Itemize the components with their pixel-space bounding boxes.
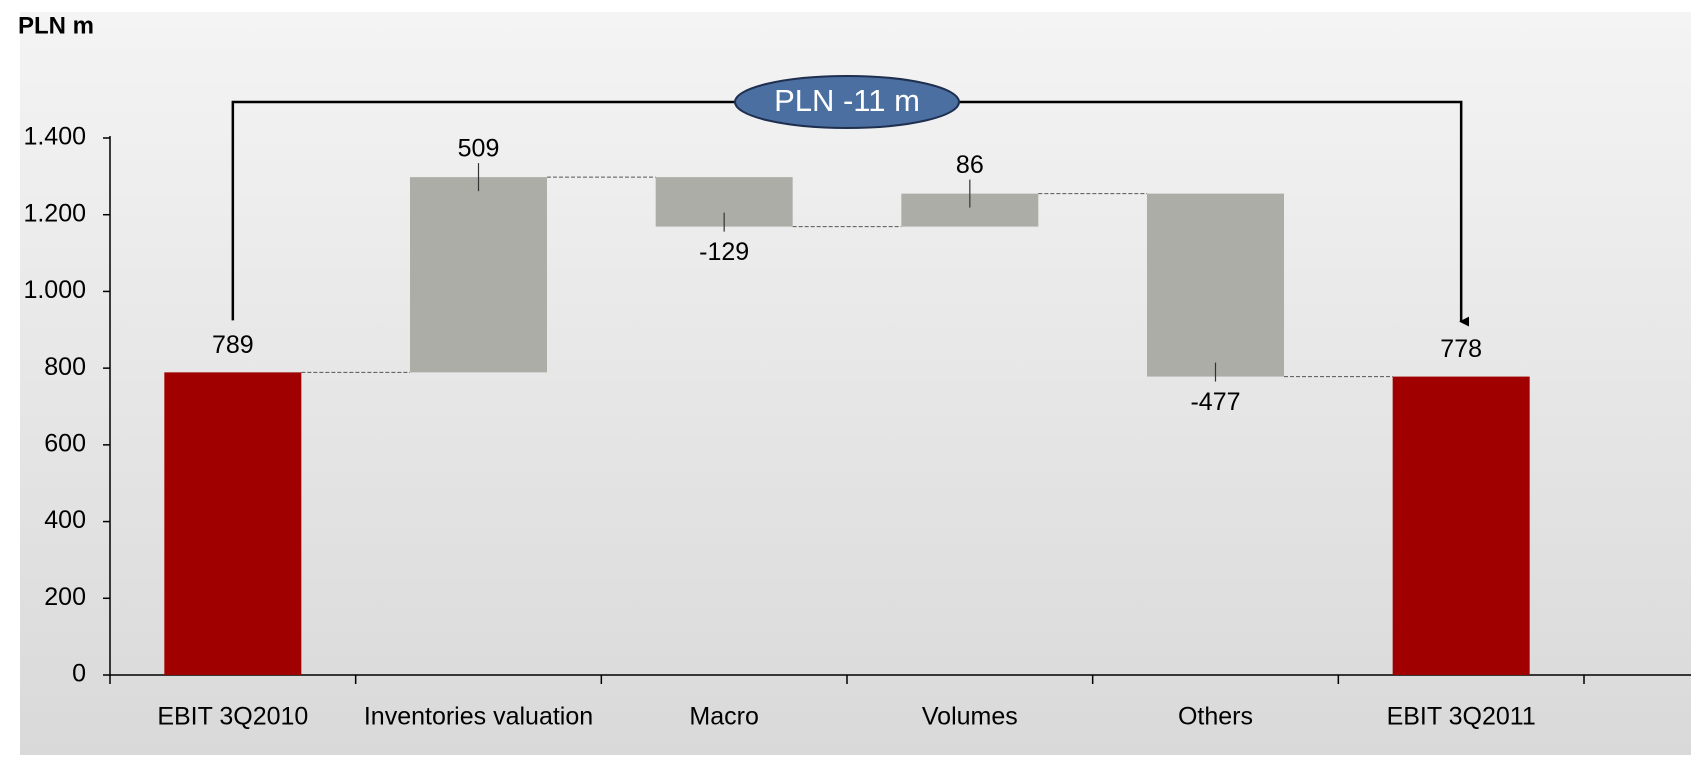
x-tick-label: EBIT 3Q2011 — [1387, 703, 1536, 731]
x-tick-label: Inventories valuation — [364, 703, 593, 731]
bar — [410, 177, 547, 373]
y-tick-label: 200 — [44, 583, 86, 611]
y-tick-label: 400 — [44, 506, 86, 534]
data-label: 509 — [458, 135, 500, 163]
data-label: -477 — [1190, 388, 1240, 416]
data-label: 778 — [1440, 335, 1482, 363]
x-tick-label: Volumes — [922, 703, 1018, 731]
bar — [1147, 193, 1284, 377]
bar — [1392, 376, 1530, 675]
y-axis-label: PLN m — [18, 12, 94, 39]
annotation-bubble — [734, 75, 960, 129]
annotation-label: PLN -11 m — [774, 83, 920, 118]
y-tick-label: 1.000 — [23, 276, 86, 304]
y-tick-label: 600 — [44, 429, 86, 457]
y-tick-label: 1.200 — [23, 199, 86, 227]
x-tick-label: EBIT 3Q2010 — [157, 703, 308, 731]
x-tick-label: Macro — [689, 703, 758, 731]
x-tick-label: Others — [1178, 703, 1253, 731]
data-label: -129 — [699, 238, 749, 266]
bar — [164, 372, 302, 675]
y-tick-label: 800 — [44, 353, 86, 381]
data-label: 86 — [956, 151, 984, 179]
y-tick-label: 1.400 — [23, 123, 86, 151]
y-tick-label: 0 — [72, 660, 86, 688]
data-label: 789 — [212, 331, 254, 359]
